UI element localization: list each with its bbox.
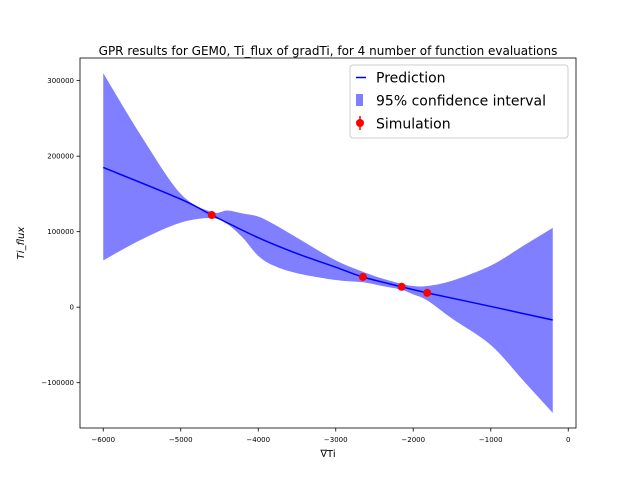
y-axis-label: Ti_flux (16, 227, 27, 260)
simulation-point (358, 272, 367, 281)
simulation-points-layer (207, 211, 432, 297)
legend: Prediction 95% confidence interval Simul… (349, 64, 569, 139)
legend-confidence-label: 95% confidence interval (376, 94, 546, 110)
y-tick-label: −100000 (41, 379, 74, 387)
simulation-point (423, 288, 432, 297)
x-axis-label: ∇Ti (319, 449, 335, 460)
prediction-line (102, 166, 553, 321)
x-tick-label: −2000 (401, 436, 425, 444)
plot-area-frame (79, 57, 577, 429)
prediction-line-layer (102, 166, 553, 321)
y-tick-label: 100000 (47, 228, 74, 236)
x-tick-label: −6000 (91, 436, 115, 444)
legend-prediction-label: Prediction (376, 71, 446, 87)
x-axis-ticks: −6000 −5000 −4000 −3000 −2000 −1000 0 (91, 428, 570, 444)
simulation-point (397, 282, 406, 291)
legend-simulation-label: Simulation (376, 117, 451, 133)
legend-box (349, 64, 569, 139)
legend-confidence-swatch (356, 94, 363, 106)
x-tick-label: −4000 (246, 436, 270, 444)
x-tick-label: 0 (566, 436, 570, 444)
y-axis-ticks: −100000 0 100000 200000 300000 (41, 77, 80, 387)
x-tick-label: −3000 (324, 436, 348, 444)
simulation-point (207, 211, 216, 220)
y-tick-label: 300000 (47, 77, 74, 85)
legend-simulation-marker (356, 119, 364, 127)
y-tick-label: 200000 (47, 153, 74, 161)
x-tick-label: −1000 (479, 436, 503, 444)
x-tick-label: −5000 (169, 436, 193, 444)
y-tick-label: 0 (70, 304, 74, 312)
chart-title: GPR results for GEM0, Ti_flux of gradTi,… (99, 44, 558, 58)
